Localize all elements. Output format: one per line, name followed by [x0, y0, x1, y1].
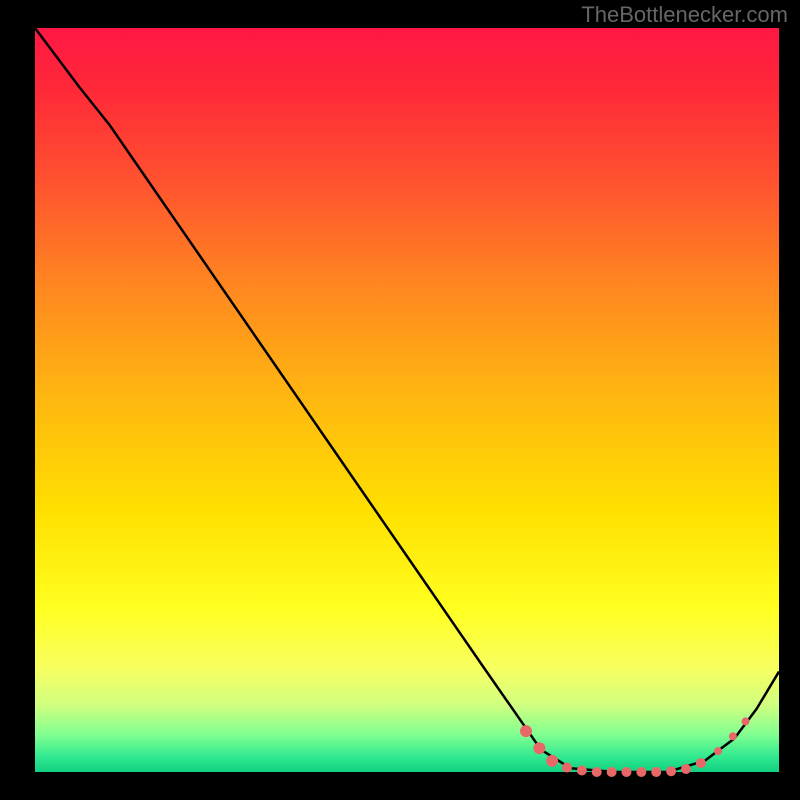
data-marker [533, 742, 545, 754]
data-marker [520, 725, 532, 737]
data-marker [592, 767, 602, 777]
data-marker [681, 764, 691, 774]
data-marker [562, 763, 572, 773]
data-marker [729, 732, 737, 740]
data-marker [621, 767, 631, 777]
data-marker [666, 766, 676, 776]
data-marker [577, 766, 587, 776]
watermark-text: TheBottlenecker.com [581, 2, 788, 28]
data-marker [651, 767, 661, 777]
bottleneck-chart [0, 0, 800, 800]
data-marker [636, 767, 646, 777]
data-marker [742, 717, 750, 725]
chart-container: TheBottlenecker.com [0, 0, 800, 800]
data-marker [714, 747, 722, 755]
data-marker [607, 767, 617, 777]
plot-background [35, 28, 779, 772]
data-marker [696, 758, 706, 768]
data-marker [546, 755, 558, 767]
